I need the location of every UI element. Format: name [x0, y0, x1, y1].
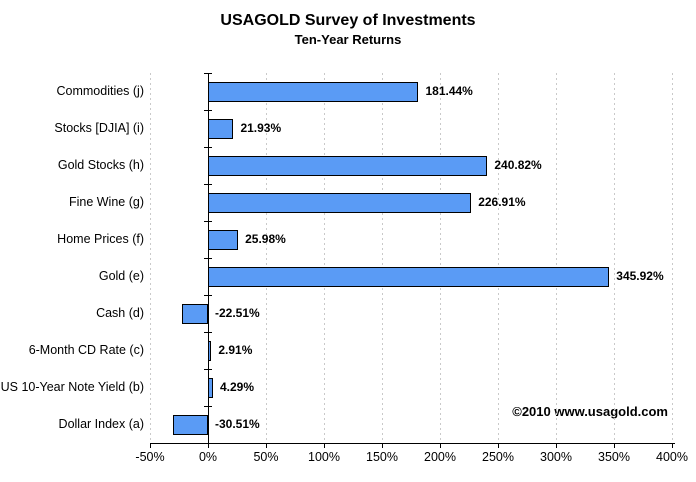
grid-line — [266, 73, 267, 443]
grid-line — [382, 73, 383, 443]
x-axis-tick — [266, 443, 267, 448]
bar — [181, 303, 208, 324]
grid-line — [556, 73, 557, 443]
x-axis-tick — [614, 443, 615, 448]
value-label: -22.51% — [215, 306, 260, 320]
value-label: 4.29% — [219, 380, 254, 394]
category-label: Cash (d) — [96, 306, 144, 320]
x-axis-tick — [672, 443, 673, 448]
grid-line — [672, 73, 673, 443]
grid-line — [614, 73, 615, 443]
x-axis-line — [150, 443, 675, 444]
category-label: Gold (e) — [98, 269, 144, 283]
category-label: Gold Stocks (h) — [57, 158, 144, 172]
x-axis-tick — [382, 443, 383, 448]
category-label: Fine Wine (g) — [68, 195, 144, 209]
zero-axis-tick — [204, 258, 212, 259]
x-tick-label: 0% — [198, 450, 218, 464]
x-tick-label: 150% — [366, 450, 398, 464]
x-axis-tick — [498, 443, 499, 448]
category-label: Dollar Index (a) — [58, 417, 144, 431]
chart-title: USAGOLD Survey of Investments — [220, 12, 476, 29]
value-label: 345.92% — [616, 269, 664, 283]
zero-axis-tick — [204, 147, 212, 148]
bar — [208, 229, 239, 250]
grid-line — [440, 73, 441, 443]
bar — [208, 81, 419, 102]
x-tick-label: 300% — [540, 450, 572, 464]
x-axis-tick — [556, 443, 557, 448]
grid-line — [324, 73, 325, 443]
chart-subtitle: Ten-Year Returns — [294, 32, 402, 47]
x-axis-tick — [324, 443, 325, 448]
category-label: US 10-Year Note Yield (b) — [0, 380, 144, 394]
grid-line — [150, 73, 151, 443]
bar — [208, 377, 213, 398]
bar — [208, 118, 234, 139]
bar — [208, 266, 610, 287]
value-label: 2.91% — [218, 343, 253, 357]
x-tick-label: 100% — [308, 450, 340, 464]
x-tick-label: 50% — [253, 450, 279, 464]
value-label: 226.91% — [478, 195, 526, 209]
zero-axis-tick — [204, 332, 212, 333]
value-label: 25.98% — [245, 232, 286, 246]
value-label: 181.44% — [425, 84, 473, 98]
zero-axis-tick — [204, 221, 212, 222]
category-label: Commodities (j) — [56, 84, 144, 98]
value-label: -30.51% — [215, 417, 260, 431]
value-label: 240.82% — [494, 158, 542, 172]
bar — [208, 340, 212, 361]
zero-axis-tick — [204, 184, 212, 185]
zero-axis-tick — [204, 295, 212, 296]
category-label: Stocks [DJIA] (i) — [54, 121, 144, 135]
category-label: 6-Month CD Rate (c) — [28, 343, 144, 357]
zero-axis-tick — [204, 369, 212, 370]
x-tick-label: -50% — [135, 450, 165, 464]
x-axis-tick — [440, 443, 441, 448]
grid-line — [498, 73, 499, 443]
category-label: Home Prices (f) — [57, 232, 144, 246]
bar — [208, 192, 472, 213]
copyright-text: ©2010 www.usagold.com — [512, 404, 668, 419]
zero-axis-tick — [204, 73, 212, 74]
value-label: 21.93% — [240, 121, 282, 135]
x-tick-label: 400% — [656, 450, 688, 464]
x-tick-label: 250% — [482, 450, 514, 464]
zero-axis-tick — [204, 406, 212, 407]
x-tick-label: 350% — [598, 450, 630, 464]
x-axis-tick — [208, 443, 209, 448]
bar — [172, 414, 208, 435]
zero-axis-tick — [204, 110, 212, 111]
bar — [208, 155, 488, 176]
x-axis-tick — [150, 443, 151, 448]
x-tick-label: 200% — [424, 450, 456, 464]
